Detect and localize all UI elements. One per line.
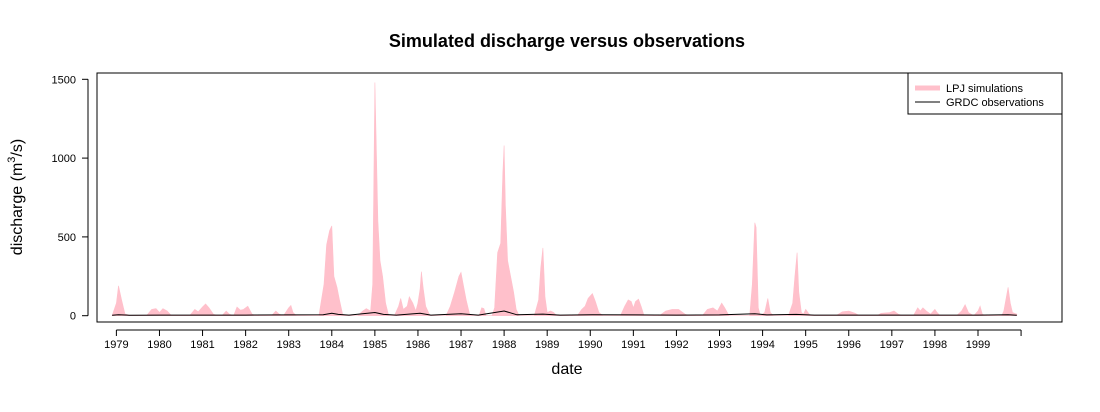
x-tick-label: 1997 bbox=[880, 339, 904, 351]
legend: LPJ simulations GRDC observations bbox=[907, 72, 1063, 115]
x-tick-label: 1994 bbox=[750, 339, 774, 351]
y-tick-label: 500 bbox=[58, 232, 76, 244]
x-tick-label: 1998 bbox=[923, 339, 947, 351]
series-grdc-observations bbox=[112, 310, 1017, 316]
y-tick-label: 0 bbox=[70, 311, 76, 323]
plot-area bbox=[111, 82, 1018, 317]
x-tick-label: 1996 bbox=[837, 339, 861, 351]
x-tick-label: 1984 bbox=[320, 339, 344, 351]
y-axis-title: discharge (m3/s) bbox=[6, 139, 26, 255]
x-tick-label: 1991 bbox=[621, 339, 645, 351]
legend-label-simulations: LPJ simulations bbox=[946, 83, 1024, 95]
x-tick-label: 1983 bbox=[276, 339, 300, 351]
x-tick-label: 1992 bbox=[664, 339, 688, 351]
x-axis-title: date bbox=[551, 361, 582, 378]
series-lpj-simulations bbox=[111, 82, 1018, 317]
legend-box bbox=[907, 72, 1063, 115]
x-tick-label: 1995 bbox=[793, 339, 817, 351]
y-axis-title-main: discharge (m bbox=[9, 163, 26, 255]
x-tick-label: 1980 bbox=[147, 339, 171, 351]
x-tick-label: 1999 bbox=[966, 339, 990, 351]
y-axis-title-superscript: 3 bbox=[6, 157, 18, 163]
x-tick-label: 1981 bbox=[190, 339, 214, 351]
x-axis: 1979 1980 1981 1982 1983 1984 1985 1986 1987 1988… bbox=[104, 329, 1022, 351]
y-axis: 0 500 1000 1500 bbox=[52, 74, 89, 323]
x-tick-label: 1982 bbox=[233, 339, 257, 351]
y-tick-label: 1500 bbox=[52, 74, 76, 86]
x-tick-label: 1985 bbox=[363, 339, 387, 351]
x-tick-label: 1979 bbox=[104, 339, 128, 351]
x-tick-label: 1989 bbox=[535, 339, 559, 351]
y-axis-title-suffix: /s) bbox=[9, 139, 26, 157]
x-tick-label: 1986 bbox=[406, 339, 430, 351]
chart-title: Simulated discharge versus observations bbox=[389, 31, 745, 51]
x-tick-label: 1988 bbox=[492, 339, 516, 351]
legend-label-observations: GRDC observations bbox=[946, 97, 1044, 109]
y-tick-label: 1000 bbox=[52, 153, 76, 165]
x-tick-label: 1993 bbox=[707, 339, 731, 351]
x-tick-label: 1990 bbox=[578, 339, 602, 351]
x-tick-label: 1987 bbox=[449, 339, 473, 351]
plot-border bbox=[96, 72, 1063, 323]
